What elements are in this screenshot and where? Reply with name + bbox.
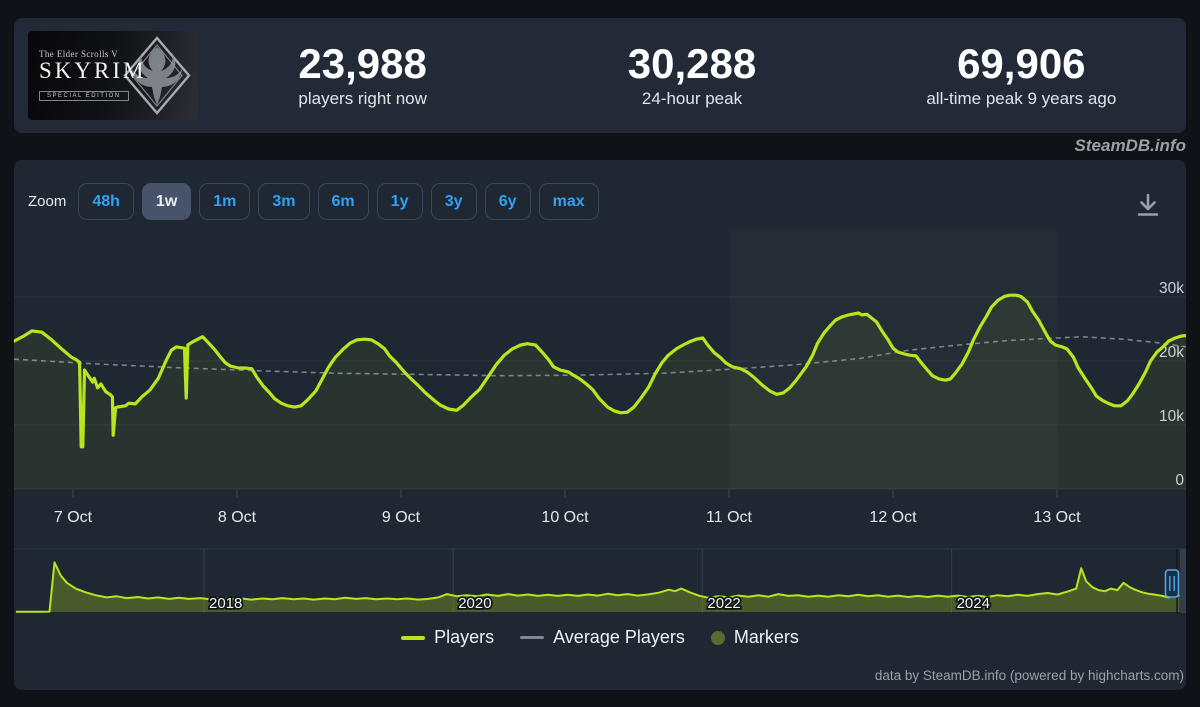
stat-alltime-peak: 69,906 all-time peak 9 years ago [857,39,1186,109]
x-axis-label-12 Oct: 12 Oct [869,509,917,526]
zoom-button-6m[interactable]: 6m [317,183,369,220]
stat-24h-peak: 30,288 24-hour peak [527,39,856,109]
capsule-edition-badge: SPECIAL EDITION [39,90,129,101]
zoom-toolbar: Zoom 48h 1w 1m 3m 6m 1y 3y 6y max [28,183,599,220]
zoom-button-max[interactable]: max [538,183,599,220]
legend-markers-label: Markers [733,627,799,647]
game-capsule-image: The Elder Scrolls V SKYRIM SPECIAL EDITI… [28,31,198,120]
zoom-button-1y[interactable]: 1y [376,183,423,220]
alltime-peak-value: 69,906 [957,39,1086,87]
zoom-button-1w[interactable]: 1w [141,183,192,220]
legend-item-average-players[interactable]: Average Players [520,627,685,648]
x-axis-label-7 Oct: 7 Oct [54,509,93,526]
players-chart[interactable]: 30k 20k 10k 0 7 Oct 8 Oct 9 Oct 10 Oct 11 Oct 12 … [14,160,1186,690]
zoom-button-48h[interactable]: 48h [78,183,134,220]
players-line [14,293,1186,449]
zoom-button-6y[interactable]: 6y [484,183,531,220]
zoom-button-3y[interactable]: 3y [430,183,477,220]
navigator-scrollbar-track [1180,549,1186,613]
y-axis-label-20k: 20k [1159,344,1184,361]
markers-circle-swatch [710,630,725,645]
x-axis-label-10 Oct: 10 Oct [541,509,589,526]
x-axis-label-9 Oct: 9 Oct [382,509,421,526]
legend-average-players-label: Average Players [553,627,685,647]
y-axis-label-0: 0 [1175,472,1184,489]
legend-item-markers[interactable]: Markers [710,627,799,648]
players-area-fill [14,295,1186,489]
chart-legend: Players Average Players Markers [14,627,1186,648]
zoom-label: Zoom [28,193,67,210]
y-axis-label-10k: 10k [1159,408,1184,425]
chart-panel: Zoom 48h 1w 1m 3m 6m 1y 3y 6y max 30k 20k… [14,160,1186,690]
current-players-value: 23,988 [298,39,427,87]
steamdb-chart-page: The Elder Scrolls V SKYRIM SPECIAL EDITI… [0,18,1200,707]
download-icon[interactable] [1132,189,1164,221]
peak-24h-value: 30,288 [627,39,757,87]
chart-credit: data by SteamDB.info (powered by highcha… [874,668,1184,683]
peak-24h-label: 24-hour peak [641,89,743,109]
navigator-year-label-2018: 2018 [209,595,242,612]
navigator-area-fill [15,562,1180,612]
players-line-swatch [401,635,426,640]
capsule-text: The Elder Scrolls V SKYRIM SPECIAL EDITI… [28,49,146,101]
capsule-series-title: The Elder Scrolls V [39,49,119,60]
capsule-game-title: SKYRIM [39,58,147,84]
navigator-year-label-2020: 2020 [458,595,491,612]
navigator-year-label-2024: 2024 [957,595,990,612]
y-axis-label-30k: 30k [1159,280,1184,297]
navigator-range-handle[interactable] [1164,569,1180,598]
stat-current-players: 23,988 players right now [198,39,527,109]
skyrim-logo-icon [123,36,191,115]
x-axis-label-8 Oct: 8 Oct [218,509,257,526]
steamdb-watermark: SteamDB.info [1074,136,1186,155]
legend-item-players[interactable]: Players [401,627,494,648]
average-players-line [14,335,1186,377]
alltime-peak-label: all-time peak 9 years ago [926,89,1117,109]
zoom-button-1m[interactable]: 1m [199,183,251,220]
navigator-year-label-2022: 2022 [707,595,740,612]
x-axis-label-11 Oct: 11 Oct [706,509,753,526]
stats-header-panel: The Elder Scrolls V SKYRIM SPECIAL EDITI… [14,18,1186,133]
zoom-button-3m[interactable]: 3m [258,183,310,220]
legend-players-label: Players [434,627,495,647]
current-players-label: players right now [298,89,427,109]
x-axis-label-13 Oct: 13 Oct [1033,509,1081,526]
average-players-line-swatch [520,636,545,639]
navigator-line[interactable] [15,561,1180,613]
